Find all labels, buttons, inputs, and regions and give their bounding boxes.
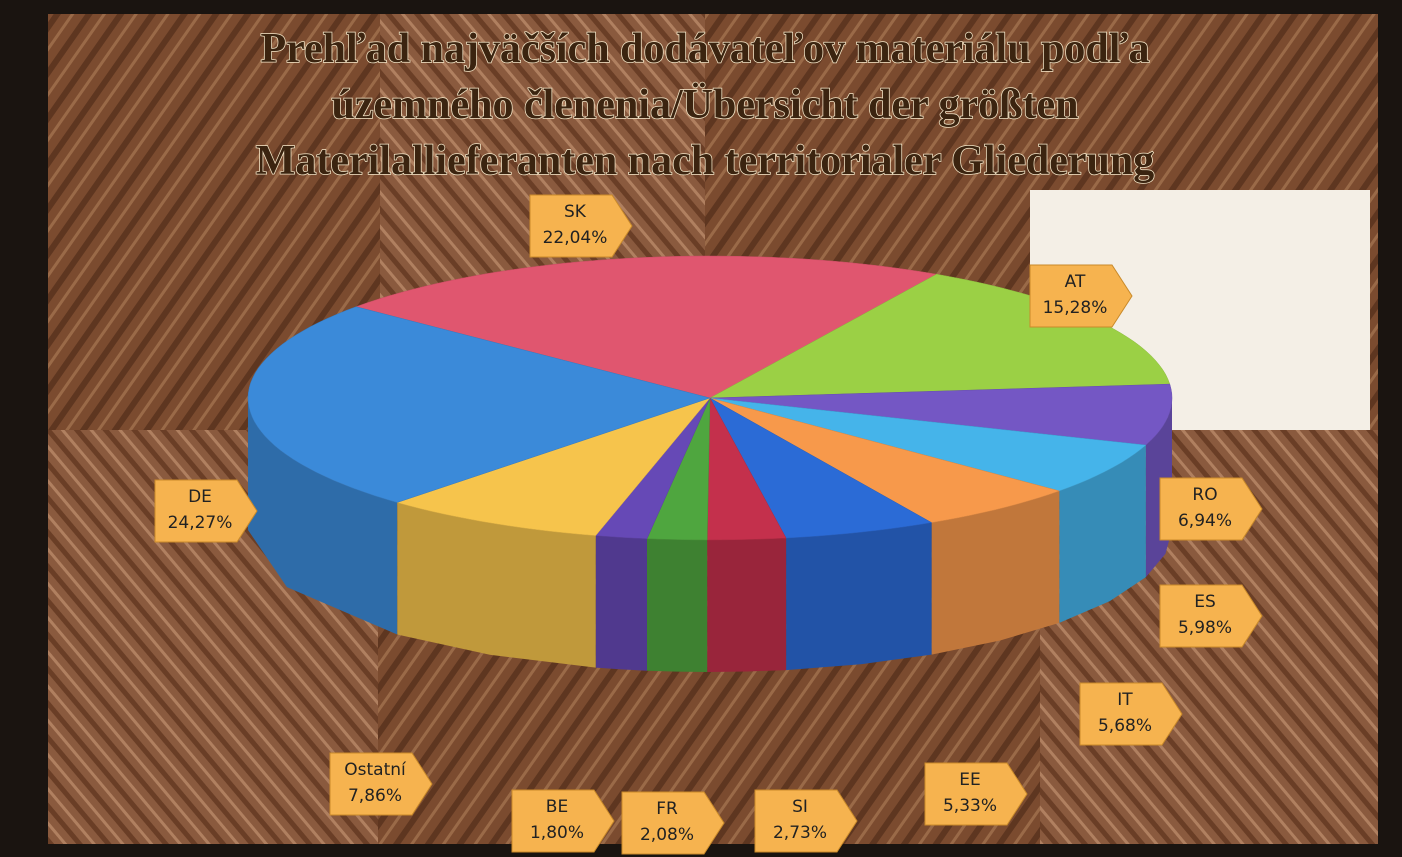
value-label: 2,73% <box>773 823 827 843</box>
chart-title: Materilallieferanten nach territorialer … <box>256 138 1154 184</box>
label-box <box>924 762 1028 826</box>
pie-slice <box>709 383 1173 446</box>
value-label: 22,04% <box>543 228 608 248</box>
pie-side <box>397 502 596 668</box>
value-label: 2,08% <box>640 825 694 845</box>
value-label: 5,33% <box>943 796 997 816</box>
category-label: EE <box>959 770 980 790</box>
pie-slice <box>709 397 1147 492</box>
pie-side <box>248 398 398 635</box>
category-label: DE <box>188 487 212 507</box>
label-box <box>1079 682 1183 746</box>
value-label: 1,80% <box>530 823 584 843</box>
value-label: 5,98% <box>1178 618 1232 638</box>
label-box <box>754 789 858 853</box>
label-box <box>1159 477 1263 541</box>
category-label: Ostatní <box>344 760 407 780</box>
label-box <box>621 791 725 855</box>
pie-slice <box>247 306 711 503</box>
pie-slice <box>396 397 711 536</box>
pie-side <box>786 522 932 671</box>
category-label: RO <box>1192 485 1217 505</box>
pie-side <box>647 538 708 672</box>
value-label: 6,94% <box>1178 511 1232 531</box>
label-box <box>154 479 258 543</box>
label-box <box>511 789 615 853</box>
pie-side <box>931 490 1060 655</box>
category-label: AT <box>1065 272 1086 292</box>
label-box <box>329 752 433 816</box>
category-label: SI <box>792 797 808 817</box>
label-box <box>1159 584 1263 648</box>
category-label: SK <box>564 202 587 222</box>
pie <box>247 255 1173 672</box>
value-label: 7,86% <box>348 786 402 806</box>
chart-title: územného členenia/Übersicht der größten <box>332 82 1079 128</box>
pie-slice <box>709 397 1061 523</box>
category-label: ES <box>1194 592 1216 612</box>
pie-side <box>707 538 787 672</box>
pie-slice <box>709 397 933 539</box>
pie-side <box>595 535 647 671</box>
label-box <box>529 194 633 258</box>
chart-title: Prehľad najväčších dodávateľov materiálu… <box>261 26 1150 72</box>
category-label: IT <box>1117 690 1133 710</box>
pie-slice <box>355 255 938 399</box>
category-label: FR <box>656 799 678 819</box>
category-label: BE <box>546 797 568 817</box>
label-box <box>1029 264 1133 328</box>
value-label: 24,27% <box>168 513 233 533</box>
pie-slice <box>706 397 787 541</box>
pie-side <box>1059 445 1146 623</box>
value-label: 15,28% <box>1043 298 1108 318</box>
value-label: 5,68% <box>1098 716 1152 736</box>
